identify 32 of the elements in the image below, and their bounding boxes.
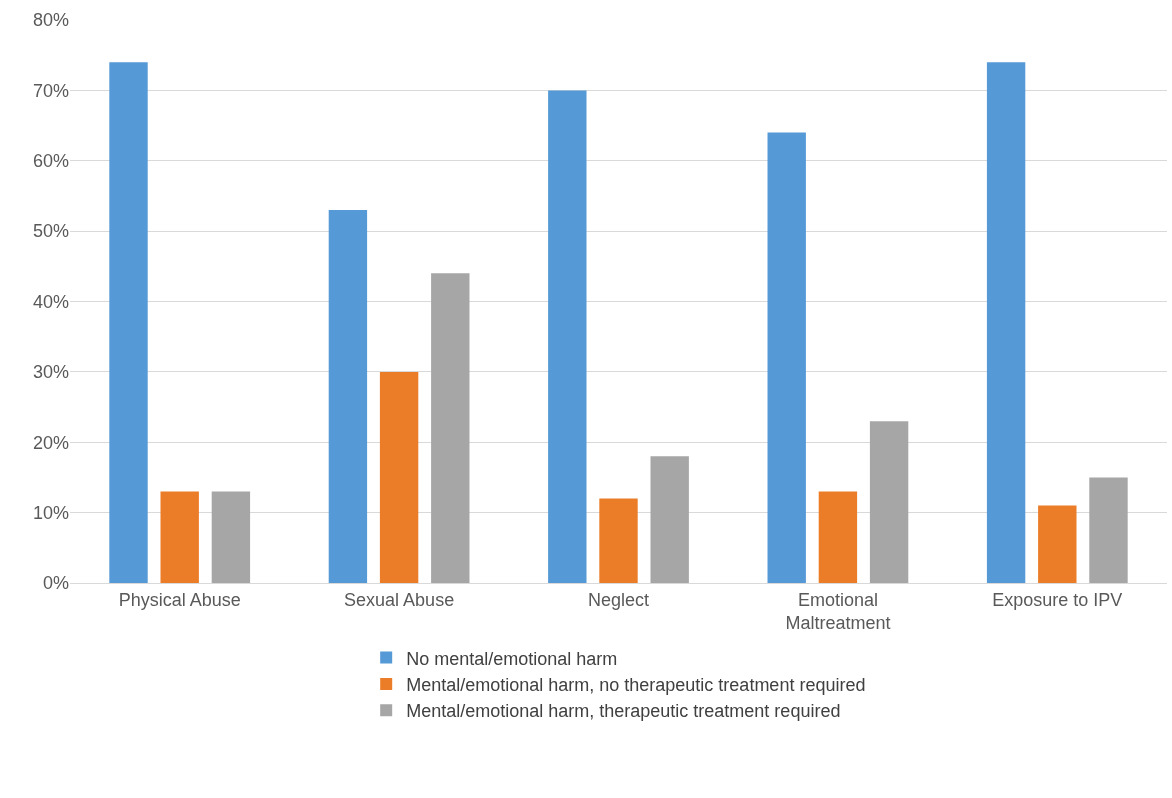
bar <box>328 210 368 583</box>
x-tick-label: Exposure to IPV <box>992 589 1123 610</box>
bar <box>379 371 419 583</box>
y-tick-label: 10% <box>32 502 69 523</box>
y-tick-label: 50% <box>32 221 69 242</box>
y-tick-label: 70% <box>32 80 69 101</box>
y-tick-label: 80% <box>32 10 69 31</box>
legend-label: No mental/emotional harm <box>406 648 618 669</box>
bar <box>1089 477 1128 583</box>
bar <box>548 90 587 583</box>
legend-label: Mental/emotional harm, therapeutic treatment required <box>406 701 841 722</box>
bar <box>818 491 858 583</box>
y-tick-label: 0% <box>42 573 69 594</box>
y-tick-label: 20% <box>32 432 69 453</box>
bar <box>767 132 806 583</box>
x-tick-label: Emotional Maltreatment <box>785 589 891 633</box>
y-tick-label: 40% <box>32 291 69 312</box>
bar <box>869 421 909 583</box>
bar <box>211 491 251 583</box>
bar <box>650 456 689 583</box>
bar <box>109 62 148 583</box>
bar <box>986 62 1026 583</box>
x-tick-label: Physical Abuse <box>118 589 241 610</box>
bar <box>599 498 638 583</box>
y-tick-label: 30% <box>32 362 69 383</box>
y-tick-label: 60% <box>32 151 69 172</box>
bar <box>1038 505 1077 583</box>
bar <box>431 273 470 583</box>
bar <box>160 491 199 583</box>
legend-label: Mental/emotional harm, no therapeutic treatment required <box>406 674 866 695</box>
x-tick-label: Neglect <box>587 589 650 610</box>
x-tick-label: Sexual Abuse <box>344 589 455 610</box>
